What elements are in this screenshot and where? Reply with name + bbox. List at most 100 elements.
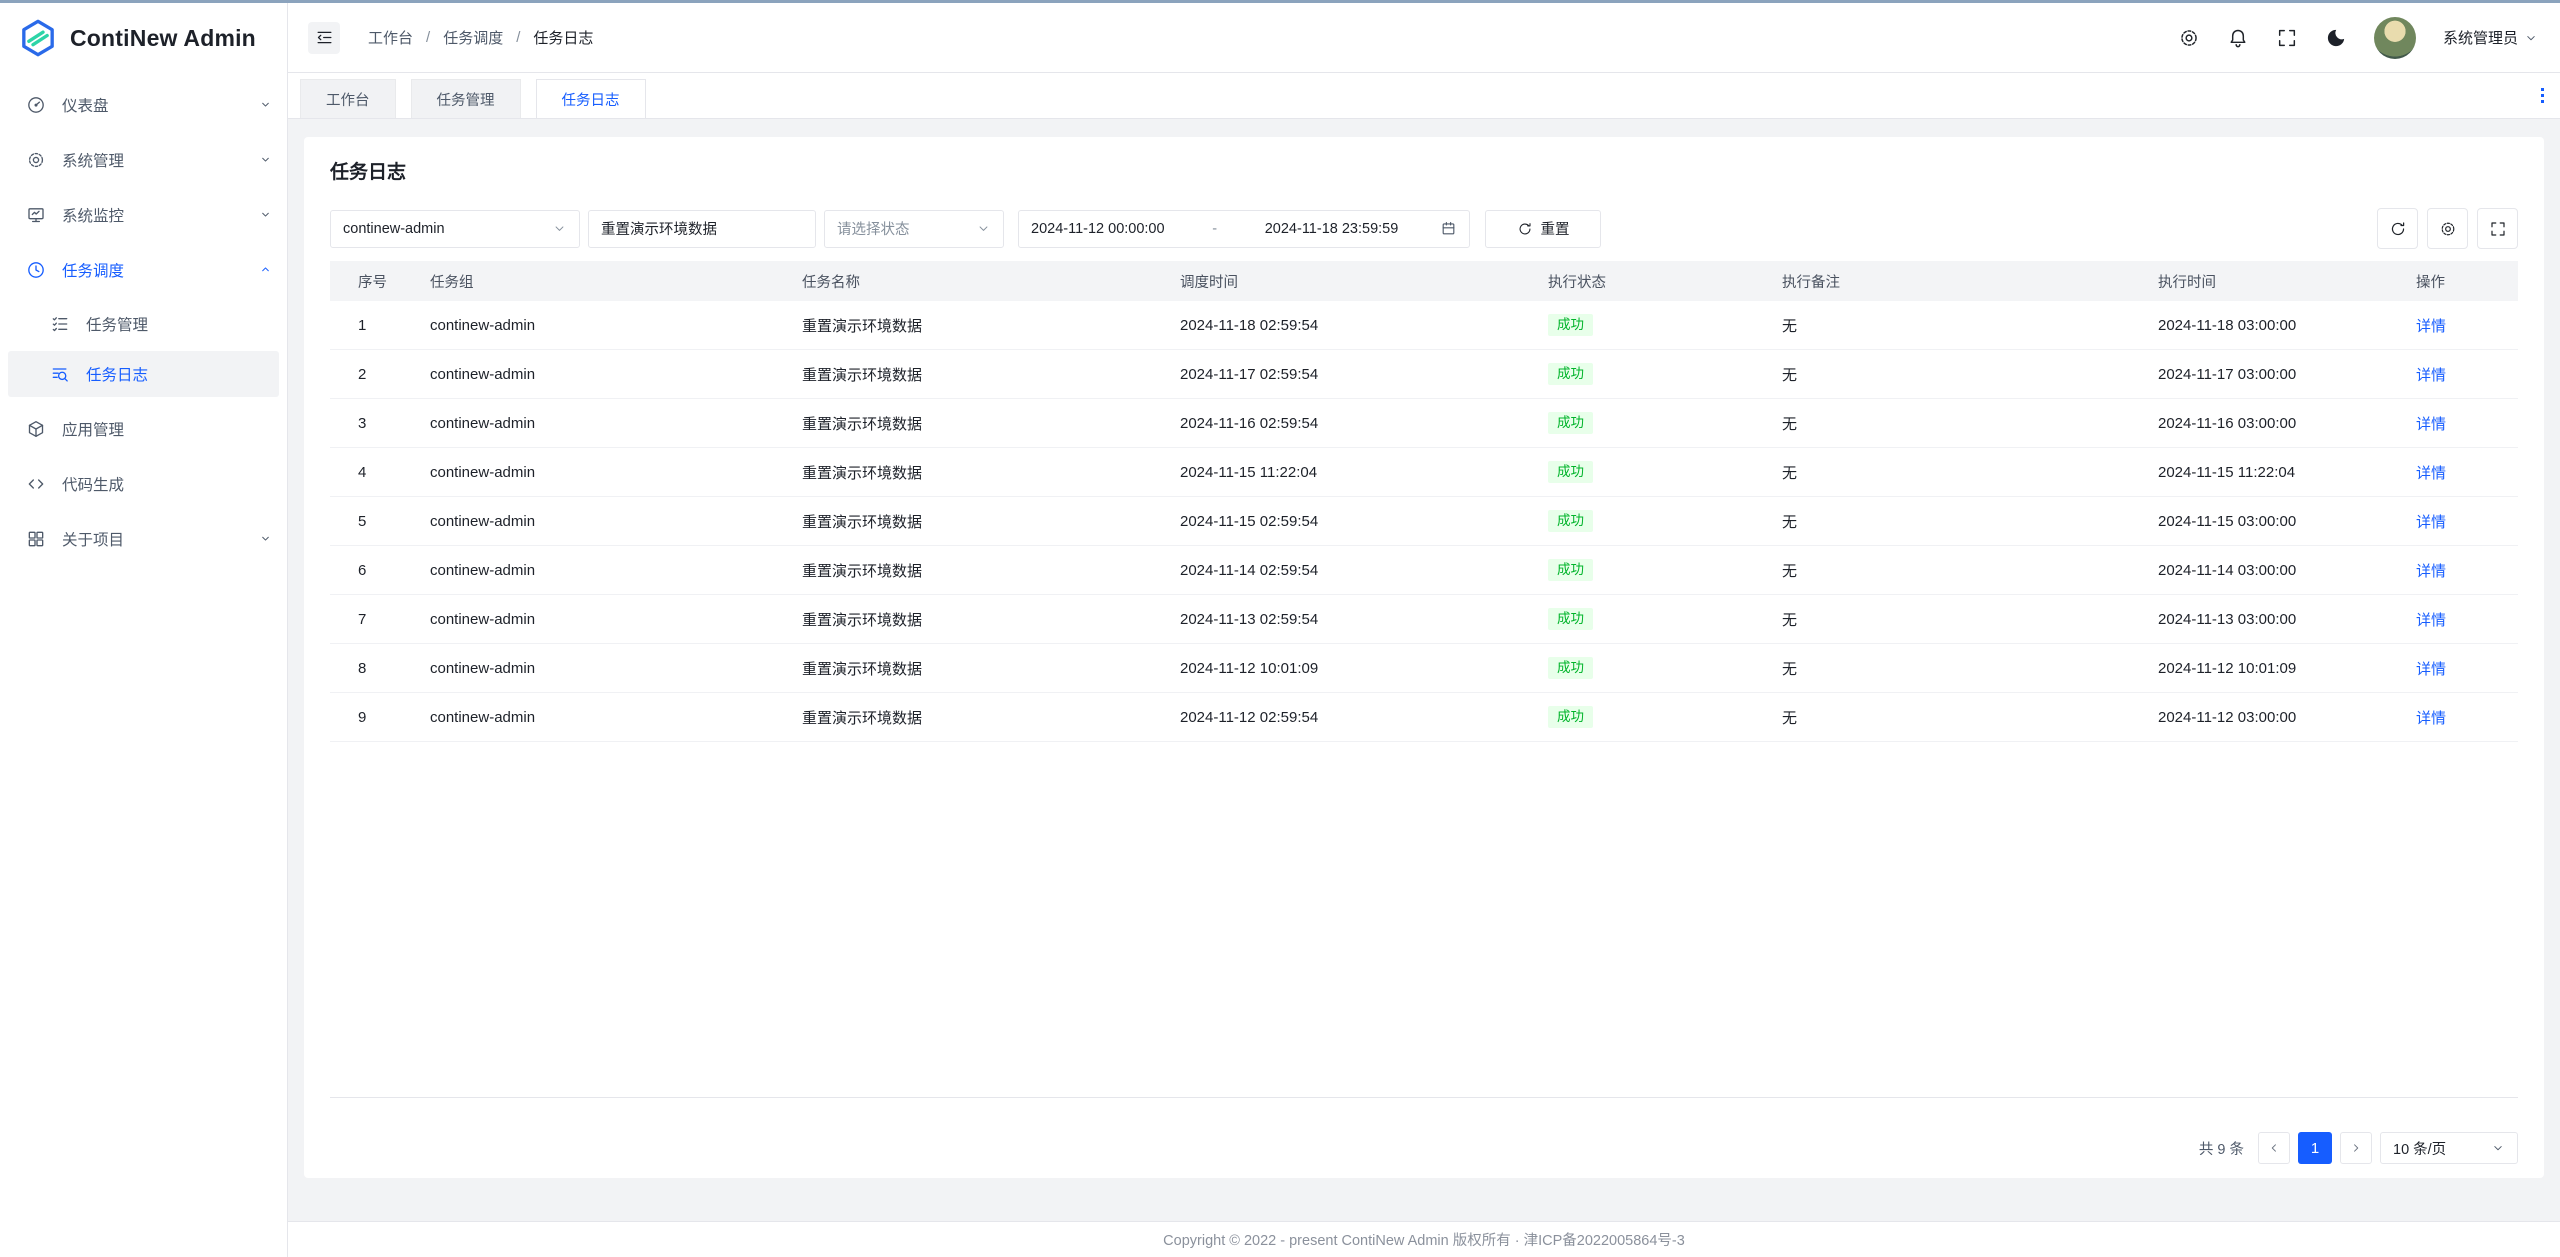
fullscreen-icon[interactable]: [2276, 27, 2298, 49]
breadcrumb-separator: /: [516, 29, 521, 46]
tab-label: 任务管理: [436, 92, 495, 109]
breadcrumb-item[interactable]: 工作台: [368, 30, 414, 47]
sidebar-item-system-management[interactable]: 系统管理: [0, 132, 287, 187]
cube-icon: [26, 419, 46, 439]
avatar[interactable]: [2373, 16, 2416, 59]
chevron-right-icon: [2354, 1144, 2359, 1152]
pagination-next-button[interactable]: [2340, 1132, 2372, 1164]
top-header: 工作台 / 任务调度 / 任务日志: [288, 3, 2560, 73]
sidebar-item-app-management[interactable]: 应用管理: [0, 401, 287, 456]
detail-link[interactable]: 详情: [2416, 464, 2447, 482]
table-fullscreen-button[interactable]: [2477, 208, 2518, 249]
cell-task-group: continew-admin: [430, 561, 536, 579]
date-range-picker[interactable]: 2024-11-12 00:00:00 - 2024-11-18 23:59:5…: [1018, 209, 1470, 248]
chevron-down-icon: [2491, 1141, 2505, 1155]
task-group-select[interactable]: continew-admin: [330, 209, 580, 248]
column-header: 调度时间: [1180, 274, 1238, 291]
detail-link[interactable]: 详情: [2416, 660, 2447, 678]
sidebar-item-system-monitor[interactable]: 系统监控: [0, 187, 287, 242]
cell-task-group: continew-admin: [430, 365, 536, 383]
cell-action: 详情: [2398, 707, 2518, 728]
detail-link[interactable]: 详情: [2416, 415, 2447, 433]
cell-schedule-time: 2024-11-15 02:59:54: [1180, 512, 1319, 530]
cell-index: 4: [358, 463, 367, 481]
cell-exec-time: 2024-11-15 03:00:00: [2158, 512, 2297, 530]
cell-action: 详情: [2398, 315, 2518, 336]
sidebar: ContiNew Admin 仪表盘 系统管理 系: [0, 3, 288, 1257]
sidebar-item-task-management[interactable]: 任务管理: [8, 301, 279, 347]
cell-remark: 无: [1782, 513, 1798, 531]
cell-task-name: 重置演示环境数据: [802, 562, 923, 580]
status-badge: 成功: [1548, 657, 1593, 679]
sidebar-item-task-scheduling[interactable]: 任务调度: [0, 242, 287, 297]
pagination-prev-button[interactable]: [2258, 1132, 2290, 1164]
tab-task-management[interactable]: 任务管理: [410, 79, 521, 118]
sidebar-item-task-log[interactable]: 任务日志: [8, 351, 279, 397]
tab-task-log[interactable]: 任务日志: [535, 79, 646, 118]
table-row: 2 continew-admin 重置演示环境数据 2024-11-17 02:…: [330, 350, 2518, 399]
detail-link[interactable]: 详情: [2416, 317, 2447, 335]
cell-action: 详情: [2398, 609, 2518, 630]
table-body: 1 continew-admin 重置演示环境数据 2024-11-18 02:…: [330, 301, 2518, 742]
date-start: 2024-11-12 00:00:00: [1031, 220, 1165, 237]
column-settings-button[interactable]: [2427, 208, 2468, 249]
table-row: 6 continew-admin 重置演示环境数据 2024-11-14 02:…: [330, 546, 2518, 595]
menu-fold-icon: [317, 31, 331, 44]
chevron-left-icon: [2271, 1144, 2276, 1152]
cell-schedule-time: 2024-11-17 02:59:54: [1180, 365, 1319, 383]
detail-link[interactable]: 详情: [2416, 562, 2447, 580]
table-row: 9 continew-admin 重置演示环境数据 2024-11-12 02:…: [330, 693, 2518, 742]
reset-button[interactable]: 重置: [1485, 209, 1601, 248]
cell-action: 详情: [2398, 462, 2518, 483]
sidebar-menu: 仪表盘 系统管理 系统监控 任务调度: [0, 73, 287, 566]
cell-task-group: continew-admin: [430, 414, 536, 432]
task-name-input[interactable]: [601, 220, 803, 237]
page-title: 任务日志: [330, 162, 407, 183]
sidebar-collapse-button[interactable]: [308, 21, 340, 54]
refresh-icon: [2391, 221, 2404, 235]
tab-more-icon[interactable]: [2540, 87, 2544, 104]
sidebar-item-label: 代码生成: [62, 476, 125, 494]
footer: Copyright © 2022 - present ContiNew Admi…: [288, 1221, 2560, 1257]
cell-status: 成功: [1548, 314, 1782, 336]
cell-exec-time: 2024-11-16 03:00:00: [2158, 414, 2297, 432]
status-badge: 成功: [1548, 559, 1593, 581]
detail-link[interactable]: 详情: [2416, 366, 2447, 384]
sidebar-item-about-project[interactable]: 关于项目: [0, 511, 287, 566]
pagination-page-1[interactable]: 1: [2298, 1132, 2332, 1164]
breadcrumb-item[interactable]: 任务调度: [443, 30, 504, 47]
refresh-button[interactable]: [2377, 208, 2418, 249]
sidebar-item-dashboard[interactable]: 仪表盘: [0, 77, 287, 132]
page-size-value: 10 条/页: [2393, 1141, 2447, 1158]
detail-link[interactable]: 详情: [2416, 709, 2447, 727]
chevron-down-icon: [976, 221, 991, 236]
table-row: 4 continew-admin 重置演示环境数据 2024-11-15 11:…: [330, 448, 2518, 497]
sidebar-item-code-generation[interactable]: 代码生成: [0, 456, 287, 511]
calendar-icon: [1440, 220, 1457, 237]
chevron-down-icon: [258, 97, 273, 112]
cell-task-group: continew-admin: [430, 316, 536, 334]
gear-icon: [2441, 222, 2454, 235]
cell-remark: 无: [1782, 464, 1798, 482]
status-select[interactable]: 请选择状态: [824, 209, 1004, 248]
tab-workbench[interactable]: 工作台: [300, 79, 396, 118]
cell-action: 详情: [2398, 560, 2518, 581]
cell-exec-time: 2024-11-18 03:00:00: [2158, 316, 2297, 334]
bell-icon[interactable]: [2227, 27, 2249, 49]
user-menu[interactable]: 系统管理员: [2443, 27, 2538, 48]
detail-link[interactable]: 详情: [2416, 513, 2447, 531]
cell-schedule-time: 2024-11-12 02:59:54: [1180, 708, 1319, 726]
moon-icon[interactable]: [2325, 27, 2347, 49]
copyright-text: Copyright © 2022 - present ContiNew Admi…: [1163, 1233, 1685, 1249]
gear-icon[interactable]: [2178, 27, 2200, 49]
chevron-down-icon: [258, 152, 273, 167]
cell-remark: 无: [1782, 611, 1798, 629]
cell-remark: 无: [1782, 415, 1798, 433]
cell-status: 成功: [1548, 363, 1782, 385]
cell-task-name: 重置演示环境数据: [802, 317, 923, 335]
page-size-select[interactable]: 10 条/页: [2380, 1132, 2518, 1164]
tab-bar: 工作台 任务管理 任务日志: [288, 73, 2560, 119]
status-badge: 成功: [1548, 706, 1593, 728]
cell-task-group: continew-admin: [430, 708, 536, 726]
detail-link[interactable]: 详情: [2416, 611, 2447, 629]
